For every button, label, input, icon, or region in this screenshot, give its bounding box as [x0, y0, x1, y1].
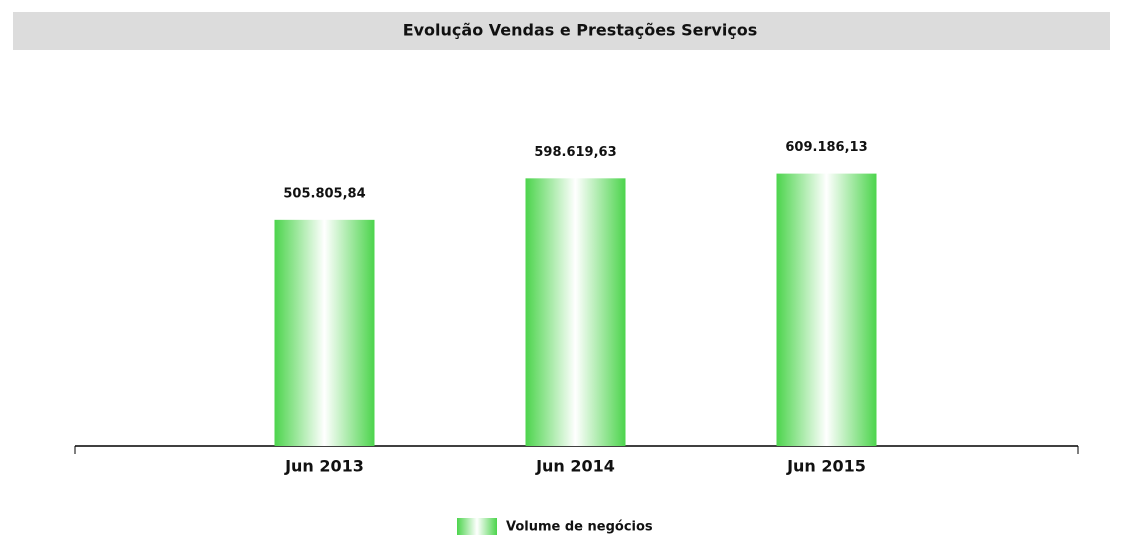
legend-swatch: [457, 518, 497, 535]
x-tick-label: Jun 2015: [786, 457, 866, 476]
x-tick-label: Jun 2013: [284, 457, 364, 476]
data-label: 598.619,63: [534, 145, 616, 160]
data-label: 609.186,13: [785, 140, 867, 155]
bar: [274, 219, 375, 446]
x-tick-label: Jun 2014: [535, 457, 615, 476]
data-label: 505.805,84: [283, 186, 365, 201]
chart-title: Evolução Vendas e Prestações Serviços: [403, 21, 758, 40]
title-bar: [13, 12, 1110, 50]
bar: [525, 178, 626, 446]
legend-label: Volume de negócios: [506, 520, 653, 535]
bar: [776, 173, 877, 447]
